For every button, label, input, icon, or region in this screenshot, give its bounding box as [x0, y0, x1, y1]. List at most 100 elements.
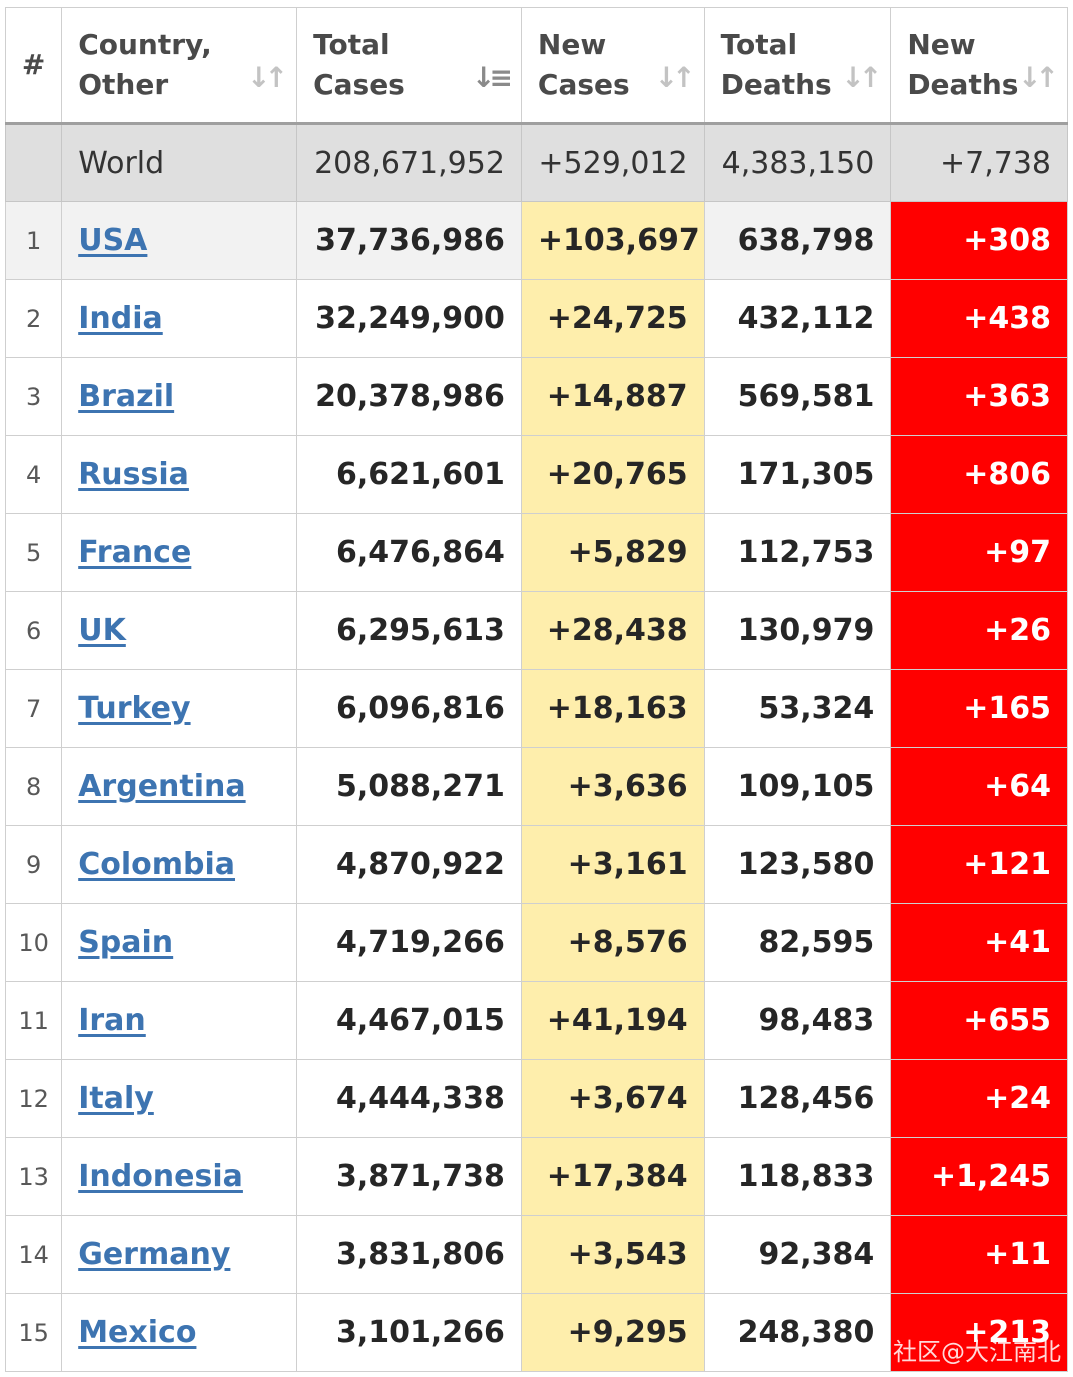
- table-row: 13 Indonesia 3,871,738 +17,384 118,833 +1,245: [4, 1137, 1068, 1216]
- country-link[interactable]: France: [78, 535, 192, 570]
- country-link[interactable]: Indonesia: [78, 1159, 243, 1194]
- row-rank: 1: [4, 201, 63, 280]
- row-new-cases: +17,384: [520, 1137, 705, 1216]
- row-total-cases: 6,621,601: [296, 435, 522, 514]
- row-total-deaths: 638,798: [703, 201, 892, 280]
- sort-descending-icon[interactable]: ↓≡: [472, 61, 513, 94]
- row-total-cases: 3,101,266: [296, 1293, 522, 1372]
- row-rank: 10: [4, 903, 63, 982]
- row-country: Spain: [61, 903, 298, 982]
- row-rank: 15: [4, 1293, 63, 1372]
- country-link[interactable]: USA: [78, 223, 148, 258]
- table-row: 11 Iran 4,467,015 +41,194 98,483 +655: [4, 981, 1068, 1060]
- row-new-deaths: +11: [890, 1215, 1068, 1294]
- row-new-deaths: +655: [890, 981, 1068, 1060]
- row-new-deaths: +64: [890, 747, 1068, 826]
- country-link[interactable]: Argentina: [78, 769, 246, 804]
- world-label: World: [61, 123, 298, 202]
- header-new-deaths[interactable]: New Deaths ↓↑: [890, 7, 1068, 125]
- row-rank: 8: [4, 747, 63, 826]
- header-new-cases[interactable]: New Cases ↓↑: [520, 7, 705, 125]
- country-link[interactable]: Colombia: [78, 847, 235, 882]
- row-country: Germany: [61, 1215, 298, 1294]
- country-link[interactable]: Russia: [78, 457, 189, 492]
- row-total-cases: 5,088,271: [296, 747, 522, 826]
- row-total-deaths: 128,456: [703, 1059, 892, 1138]
- row-country: Russia: [61, 435, 298, 514]
- row-new-deaths: +213: [890, 1293, 1068, 1372]
- row-total-cases: 4,719,266: [296, 903, 522, 982]
- row-total-deaths: 109,105: [703, 747, 892, 826]
- row-rank: 13: [4, 1137, 63, 1216]
- table-row: 6 UK 6,295,613 +28,438 130,979 +26: [4, 591, 1068, 670]
- table-row: 2 India 32,249,900 +24,725 432,112 +438: [4, 279, 1068, 358]
- header-country[interactable]: Country, Other ↓↑: [61, 7, 298, 125]
- row-total-cases: 3,871,738: [296, 1137, 522, 1216]
- row-new-cases: +28,438: [520, 591, 705, 670]
- row-new-cases: +5,829: [520, 513, 705, 592]
- row-total-deaths: 112,753: [703, 513, 892, 592]
- row-country: USA: [61, 201, 298, 280]
- row-total-cases: 3,831,806: [296, 1215, 522, 1294]
- row-total-cases: 6,476,864: [296, 513, 522, 592]
- row-total-cases: 4,444,338: [296, 1059, 522, 1138]
- sort-updown-icon[interactable]: ↓↑: [654, 61, 696, 94]
- row-total-deaths: 53,324: [703, 669, 892, 748]
- country-link[interactable]: India: [78, 301, 163, 336]
- row-country: Iran: [61, 981, 298, 1060]
- table-row: 15 Mexico 3,101,266 +9,295 248,380 +213: [4, 1293, 1068, 1372]
- row-total-deaths: 118,833: [703, 1137, 892, 1216]
- row-rank: 3: [4, 357, 63, 436]
- table-row: 14 Germany 3,831,806 +3,543 92,384 +11: [4, 1215, 1068, 1294]
- row-new-cases: +3,636: [520, 747, 705, 826]
- country-link[interactable]: Italy: [78, 1081, 154, 1116]
- watermark-text: 社区@大江南北: [893, 1338, 1061, 1366]
- row-rank: 6: [4, 591, 63, 670]
- row-country: Argentina: [61, 747, 298, 826]
- header-total-cases[interactable]: Total Cases ↓≡: [296, 7, 522, 125]
- sort-updown-icon[interactable]: ↓↑: [1018, 61, 1059, 94]
- header-country-label: Country, Other: [78, 28, 212, 101]
- header-new-cases-label: New Cases: [537, 28, 630, 101]
- row-total-cases: 32,249,900: [296, 279, 522, 358]
- country-link[interactable]: Iran: [78, 1003, 146, 1038]
- world-new-cases: +529,012: [520, 123, 705, 202]
- header-total-deaths[interactable]: Total Deaths ↓↑: [703, 7, 892, 125]
- row-new-cases: +3,543: [520, 1215, 705, 1294]
- row-total-deaths: 82,595: [703, 903, 892, 982]
- row-new-deaths: +806: [890, 435, 1068, 514]
- row-rank: 7: [4, 669, 63, 748]
- country-link[interactable]: Spain: [78, 925, 174, 960]
- country-link[interactable]: UK: [78, 613, 126, 648]
- header-total-deaths-label: Total Deaths: [720, 28, 832, 101]
- country-link[interactable]: Brazil: [78, 379, 175, 414]
- sort-updown-icon[interactable]: ↓↑: [841, 61, 882, 94]
- row-country: Colombia: [61, 825, 298, 904]
- row-new-deaths: +438: [890, 279, 1068, 358]
- row-country: Indonesia: [61, 1137, 298, 1216]
- row-new-deaths: +165: [890, 669, 1068, 748]
- row-country: UK: [61, 591, 298, 670]
- sort-updown-icon[interactable]: ↓↑: [247, 61, 288, 94]
- world-rank: [4, 123, 63, 202]
- row-total-cases: 37,736,986: [296, 201, 522, 280]
- row-new-cases: +41,194: [520, 981, 705, 1060]
- header-total-cases-label: Total Cases: [313, 28, 405, 101]
- row-total-deaths: 123,580: [703, 825, 892, 904]
- row-new-cases: +3,674: [520, 1059, 705, 1138]
- country-link[interactable]: Mexico: [78, 1315, 197, 1350]
- row-total-cases: 4,870,922: [296, 825, 522, 904]
- row-total-cases: 20,378,986: [296, 357, 522, 436]
- country-link[interactable]: Germany: [78, 1237, 231, 1272]
- country-link[interactable]: Turkey: [78, 691, 191, 726]
- table-row: 7 Turkey 6,096,816 +18,163 53,324 +165: [4, 669, 1068, 748]
- row-new-deaths: +24: [890, 1059, 1068, 1138]
- row-total-cases: 6,295,613: [296, 591, 522, 670]
- row-country: Mexico: [61, 1293, 298, 1372]
- table-row: 8 Argentina 5,088,271 +3,636 109,105 +64: [4, 747, 1068, 826]
- row-rank: 11: [4, 981, 63, 1060]
- table-row: 3 Brazil 20,378,986 +14,887 569,581 +363: [4, 357, 1068, 436]
- row-total-deaths: 432,112: [703, 279, 892, 358]
- row-total-cases: 6,096,816: [296, 669, 522, 748]
